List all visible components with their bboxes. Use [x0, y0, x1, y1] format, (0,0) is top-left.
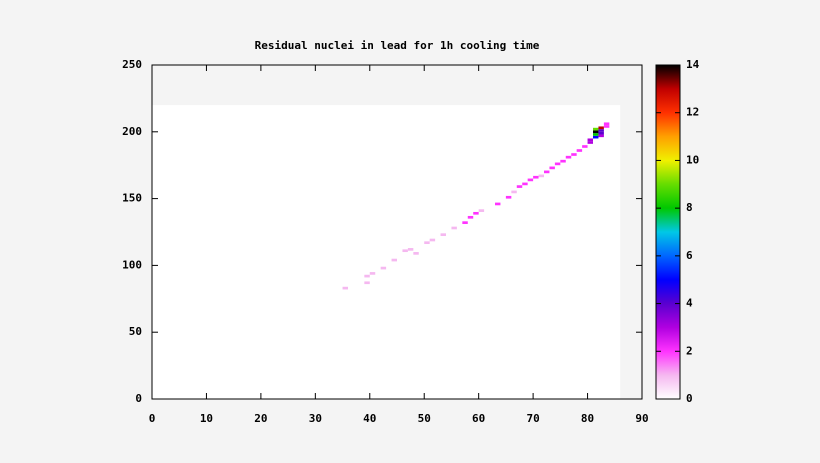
chart-title: Residual nuclei in lead for 1h cooling t…	[255, 39, 540, 52]
heatmap-cell	[309, 312, 316, 315]
x-tick-label: 50	[418, 412, 431, 425]
colorbar-tick-label: 0	[686, 392, 693, 405]
heatmap-cell	[505, 195, 512, 199]
heatmap-cell	[364, 281, 370, 285]
data-region	[152, 105, 621, 399]
y-tick-label: 50	[129, 325, 142, 338]
heatmap-cell	[593, 135, 599, 139]
x-tick-label: 90	[635, 412, 648, 425]
heatmap-cell	[473, 211, 479, 215]
colorbar	[655, 64, 681, 400]
heatmap-cell	[598, 129, 604, 132]
heatmap-cell	[440, 233, 446, 237]
heatmap-cell	[603, 125, 610, 128]
heatmap-cell	[407, 248, 414, 251]
plot-frame	[151, 64, 643, 400]
heatmap-cell	[516, 185, 523, 188]
heatmap-cell	[364, 274, 370, 278]
heatmap-cell	[331, 293, 338, 297]
heatmap-cell	[413, 252, 419, 255]
heatmap-cell	[565, 155, 572, 159]
heatmap-cell	[598, 126, 604, 130]
heatmap-cell	[402, 249, 408, 253]
y-tick-label: 150	[122, 192, 142, 205]
x-tick-label: 20	[254, 412, 267, 425]
heatmap-cell	[342, 286, 348, 290]
heatmap-cell	[593, 127, 599, 131]
y-tick-label: 0	[135, 392, 142, 405]
heatmap-cell	[478, 209, 485, 212]
colorbar-tick-label: 2	[686, 344, 693, 357]
heatmap-cell	[380, 266, 387, 270]
heatmap-cell	[369, 272, 376, 275]
heatmap-cell	[451, 226, 457, 230]
heatmap-cell	[576, 149, 583, 152]
colorbar-tick-label: 12	[686, 106, 699, 119]
heatmap-cell	[527, 178, 534, 182]
heatmap-cell	[533, 175, 539, 179]
colorbar-tick-label: 8	[686, 201, 693, 214]
colorbar-tick-label: 14	[686, 58, 700, 71]
heatmap-cell	[462, 221, 468, 224]
x-tick-label: 0	[149, 412, 156, 425]
colorbar-tick-label: 10	[686, 153, 699, 166]
colorbar-tick-label: 4	[686, 297, 693, 310]
heatmap-cell	[353, 284, 359, 287]
x-tick-label: 70	[526, 412, 539, 425]
heatmap-cell	[424, 241, 430, 245]
heatmap-cell	[511, 190, 517, 194]
x-tick-label: 40	[363, 412, 376, 425]
heatmap-cell	[429, 238, 436, 242]
heatmap-cell	[560, 159, 566, 163]
heatmap-cell	[522, 182, 528, 186]
x-tick-label: 60	[472, 412, 485, 425]
heatmap-cell	[571, 153, 577, 156]
y-tick-label: 100	[122, 258, 142, 271]
heatmap-cell	[587, 141, 593, 144]
y-tick-label: 250	[122, 58, 142, 71]
heatmap-cell	[495, 202, 501, 206]
heatmap-cell	[538, 174, 544, 178]
heatmap-cell	[598, 134, 604, 138]
heatmap-cell	[582, 145, 588, 148]
heatmap-cell	[593, 130, 599, 134]
heatmap-cell	[554, 162, 561, 166]
colorbar-tick-label: 6	[686, 249, 693, 262]
heatmap-cell	[467, 215, 474, 219]
heatmap-cell	[603, 122, 610, 126]
heatmap-cell	[587, 138, 593, 142]
heatmap-cell	[549, 166, 555, 170]
x-tick-label: 30	[309, 412, 322, 425]
heatmap-cell	[326, 294, 332, 298]
heatmap-cell	[593, 133, 599, 136]
heatmap-cell	[391, 258, 397, 262]
x-tick-label: 80	[581, 412, 594, 425]
heatmap-cell	[598, 131, 604, 135]
y-tick-label: 200	[122, 125, 142, 138]
heatmap-cell	[544, 170, 550, 174]
x-tick-label: 10	[200, 412, 213, 425]
